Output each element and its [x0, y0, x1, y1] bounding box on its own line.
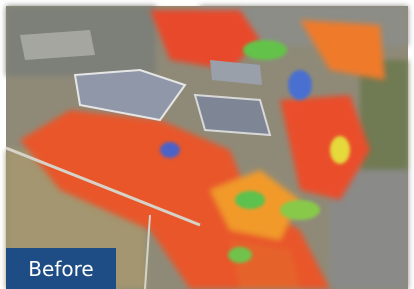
building-roof: [20, 30, 95, 60]
cool-zone: [243, 40, 287, 60]
before-label: Before: [6, 248, 116, 289]
building-roof: [195, 95, 270, 135]
cool-zone: [228, 247, 252, 263]
aerial-heatmap-image: [0, 0, 414, 289]
cool-zone: [280, 200, 320, 220]
cool-zone: [330, 136, 350, 164]
cool-zone: [235, 191, 265, 209]
screenshot: Before: [0, 0, 414, 289]
cool-zone: [160, 142, 180, 158]
cool-zone: [288, 70, 312, 100]
